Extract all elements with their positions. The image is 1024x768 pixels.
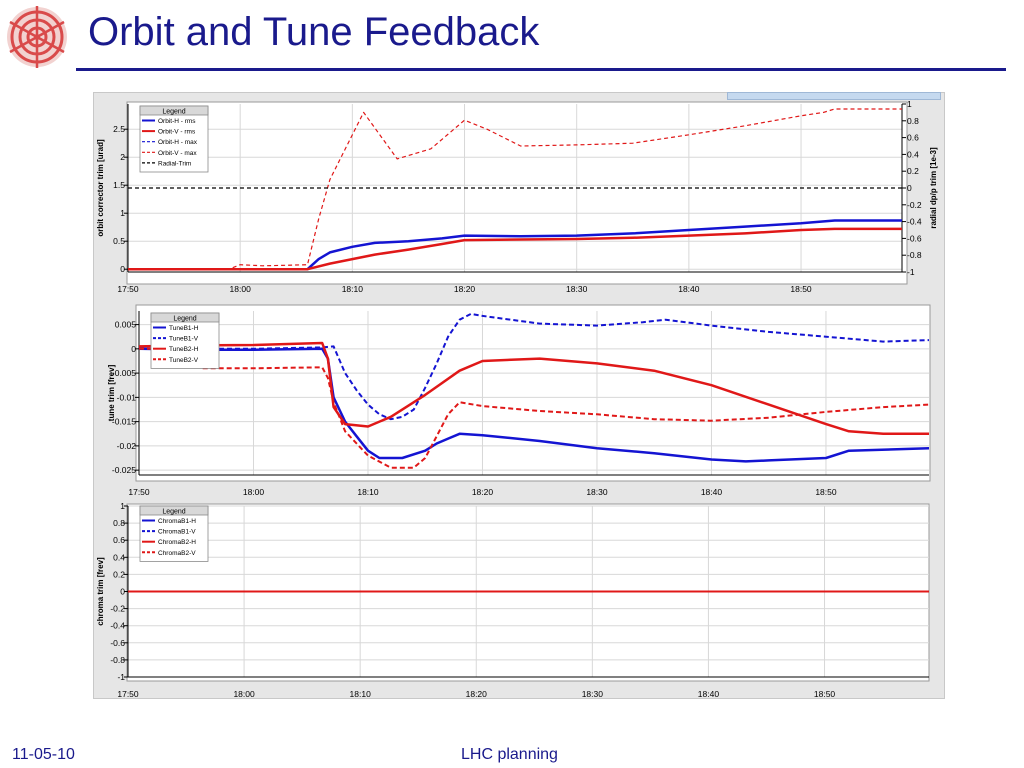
y-tick-label: -0.4 (110, 621, 125, 631)
series-line (128, 108, 902, 270)
title-underline (76, 68, 1006, 71)
x-tick-label: 18:30 (566, 284, 588, 294)
window-tab (727, 92, 941, 100)
x-tick-label: 18:40 (678, 284, 700, 294)
x-tick-label: 17:50 (117, 284, 139, 294)
y2-tick-label: -0.6 (907, 233, 922, 243)
chart-frame (126, 101, 908, 285)
legend-header (139, 505, 209, 516)
x-tick-label: 18:10 (350, 689, 372, 699)
y-tick-label: 0.4 (113, 552, 125, 562)
chart-3: 17:50 18:00 18:10 18:20 18:30 18:40 18:50 1 0.8 0… (96, 501, 930, 699)
y-tick-label: 2.5 (113, 124, 125, 134)
chart-frame (135, 304, 931, 482)
x-tick-label: 18:00 (243, 487, 265, 497)
series-line (139, 347, 930, 469)
legend-title: Legend (162, 509, 185, 516)
y2-tick-label: 0.8 (907, 116, 919, 126)
y-tick-label: -0.6 (110, 638, 125, 648)
cern-logo (7, 6, 67, 68)
y2-tick-label: -0.8 (907, 250, 922, 260)
x-tick-label: 18:20 (472, 487, 494, 497)
legend-entry: TuneB2-H (169, 346, 199, 353)
y-tick-label: 0 (131, 344, 136, 354)
footer-date: 11-05-10 (12, 746, 75, 763)
y2-tick-label: -0.2 (907, 200, 922, 210)
y-tick-label: 1.5 (113, 180, 125, 190)
y2-tick-label: 0.2 (907, 166, 919, 176)
y2-tick-label: 0.6 (907, 133, 919, 143)
slide-title: Orbit and Tune Feedback (88, 10, 540, 54)
y-axis-label: chroma trim [frev] (96, 557, 105, 626)
x-tick-label: 18:20 (454, 284, 476, 294)
y-tick-label: -0.015 (112, 417, 136, 427)
legend-box (139, 105, 209, 173)
legend-header (139, 105, 209, 116)
legend-header (150, 312, 220, 323)
series-line (128, 227, 902, 271)
y-tick-label: -0.02 (117, 441, 137, 451)
x-tick-label: 18:30 (582, 689, 604, 699)
x-tick-label: 18:00 (230, 284, 252, 294)
y-tick-label: 0.5 (113, 236, 125, 246)
x-tick-label: 18:10 (342, 284, 364, 294)
legend-entry: TuneB1-H (169, 325, 199, 332)
x-tick-label: 18:10 (357, 487, 379, 497)
chart-1: 17:50 18:00 18:10 18:20 18:30 18:40 18:50 0 0.5 1… (96, 99, 938, 294)
legend-entry: Orbit-V - rms (158, 129, 196, 136)
legend-title: Legend (162, 109, 185, 116)
y2-axis-label: radial dp/p trim [1e-3] (929, 147, 938, 229)
y2-tick-label: -1 (907, 267, 915, 277)
series-line (139, 312, 930, 421)
x-tick-label: 18:50 (790, 284, 812, 294)
y2-tick-label: 0.4 (907, 149, 919, 159)
y-tick-label: 0 (120, 264, 125, 274)
legend-entry: Radial-Trim (158, 160, 191, 167)
y-tick-label: 0.8 (113, 518, 125, 528)
y-tick-label: -0.8 (110, 655, 125, 665)
y-tick-label: 1 (120, 208, 125, 218)
x-tick-label: 18:50 (814, 689, 836, 699)
legend-entry: ChromaB2-V (158, 550, 196, 557)
x-tick-label: 17:50 (128, 487, 150, 497)
y-tick-label: 0 (120, 587, 125, 597)
series-line (138, 341, 929, 436)
legend-entry: ChromaB1-V (158, 529, 196, 536)
x-tick-label: 18:40 (698, 689, 720, 699)
y-tick-label: -1 (117, 672, 125, 682)
y-tick-label: -0.025 (112, 465, 136, 475)
y-tick-label: 1 (120, 501, 125, 511)
legend-entry: ChromaB2-H (158, 539, 196, 546)
y2-tick-label: 1 (907, 99, 912, 109)
x-tick-label: 18:30 (586, 487, 608, 497)
legend-entry: Orbit-H - max (158, 139, 198, 146)
legend-entry: ChromaB1-H (158, 518, 196, 525)
y-axis-label: tune trim [frev] (107, 364, 116, 421)
y-tick-label: 0.005 (115, 320, 137, 330)
footer-text: LHC planning (461, 746, 558, 763)
x-tick-label: 18:40 (701, 487, 723, 497)
series-line (128, 219, 902, 271)
legend-entry: TuneB1-V (169, 336, 199, 343)
legend-entry: Orbit-H - rms (158, 118, 196, 125)
y-tick-label: 2 (120, 152, 125, 162)
y-tick-label: -0.2 (110, 604, 125, 614)
legend-entry: TuneB2-V (169, 357, 199, 364)
y2-tick-label: 0 (907, 183, 912, 193)
y-axis-label: orbit corrector trim [urad] (96, 139, 105, 237)
y-tick-label: 0.6 (113, 535, 125, 545)
y-tick-label: -0.01 (117, 392, 137, 402)
x-tick-label: 18:50 (815, 487, 837, 497)
x-tick-label: 18:20 (466, 689, 488, 699)
legend-title: Legend (173, 316, 196, 323)
y-tick-label: 0.2 (113, 569, 125, 579)
y2-tick-label: -0.4 (907, 217, 922, 227)
x-tick-label: 17:50 (117, 689, 139, 699)
legend-entry: Orbit-V - max (158, 150, 197, 157)
x-tick-label: 18:00 (233, 689, 255, 699)
chart-2: 17:50 18:00 18:10 18:20 18:30 18:40 18:50 0.005… (107, 304, 931, 497)
y-tick-label: -0.005 (112, 368, 136, 378)
